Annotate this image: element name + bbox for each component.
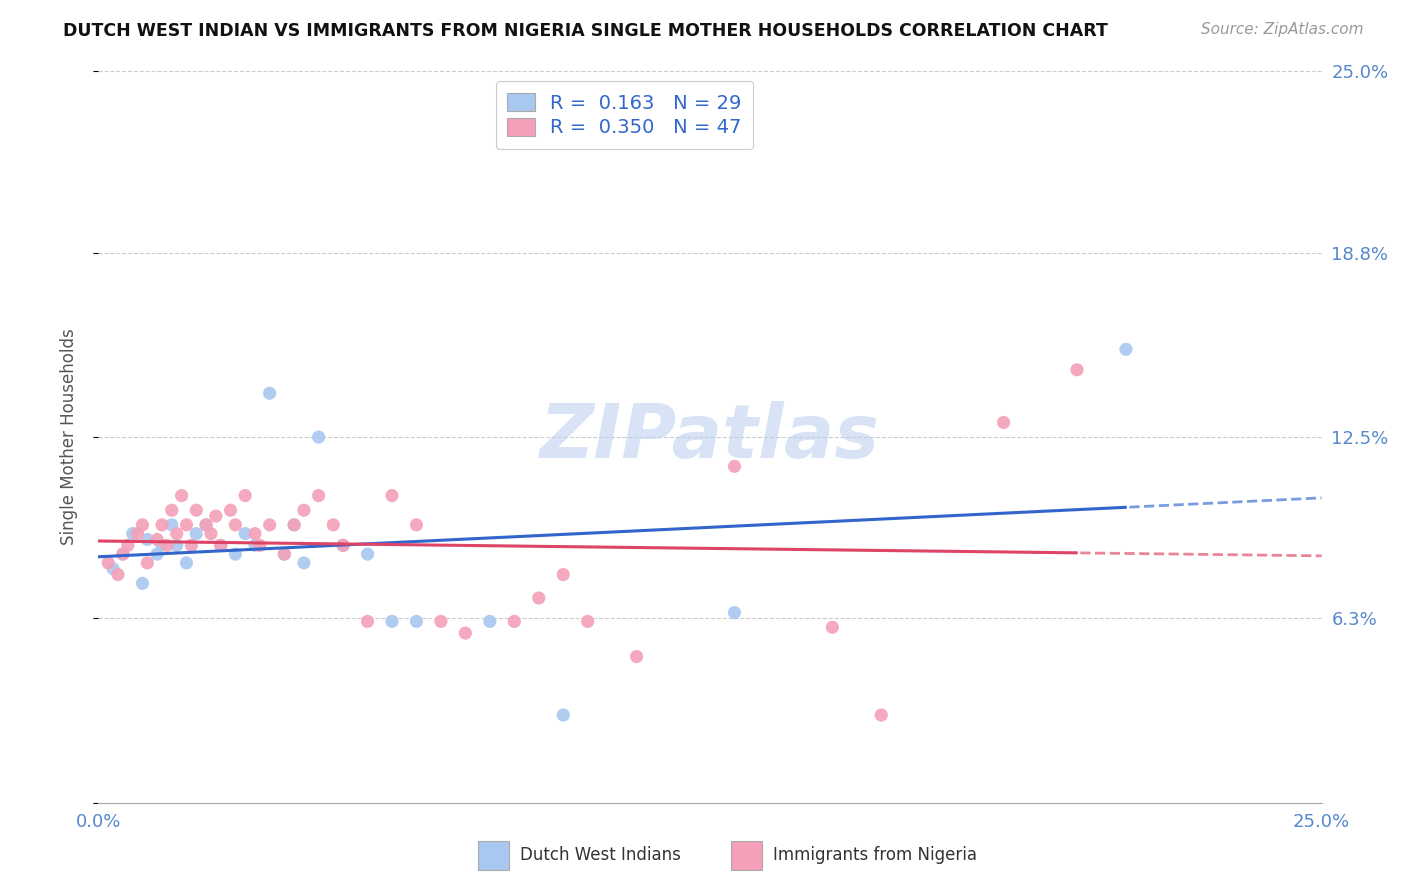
Point — [283, 517, 305, 532]
Point — [146, 533, 169, 547]
Point — [101, 562, 124, 576]
Point — [166, 538, 188, 552]
Point — [160, 517, 183, 532]
Point — [205, 509, 228, 524]
Point — [322, 517, 344, 532]
Point — [219, 503, 242, 517]
Point — [553, 708, 575, 723]
Point — [283, 517, 305, 532]
Point — [405, 517, 427, 532]
Point — [195, 517, 218, 532]
Point — [136, 556, 159, 570]
Point — [150, 517, 173, 532]
Point — [176, 556, 198, 570]
Point — [821, 620, 844, 634]
Point — [97, 556, 120, 570]
Point — [224, 517, 246, 532]
Point — [1066, 363, 1088, 377]
Point — [156, 538, 179, 552]
Point — [166, 526, 188, 541]
Point — [292, 556, 315, 570]
Point — [127, 526, 149, 541]
Point — [160, 503, 183, 517]
Point — [259, 386, 281, 401]
Point — [186, 526, 208, 541]
Point — [576, 615, 599, 629]
Point — [723, 459, 745, 474]
Point — [150, 538, 173, 552]
Point — [243, 526, 266, 541]
Point — [136, 533, 159, 547]
Point — [503, 615, 526, 629]
Point — [356, 615, 378, 629]
Point — [993, 416, 1015, 430]
Point — [454, 626, 477, 640]
Point — [273, 547, 295, 561]
Point — [723, 606, 745, 620]
Point — [111, 547, 134, 561]
Point — [870, 708, 893, 723]
Point — [553, 567, 575, 582]
Point — [332, 538, 354, 552]
Text: Immigrants from Nigeria: Immigrants from Nigeria — [773, 847, 977, 864]
Point — [117, 538, 139, 552]
Point — [233, 526, 256, 541]
Point — [146, 547, 169, 561]
Point — [273, 547, 295, 561]
Point — [176, 517, 198, 532]
Point — [180, 538, 202, 552]
Point — [259, 517, 281, 532]
Point — [332, 538, 354, 552]
Point — [381, 489, 404, 503]
Point — [527, 591, 550, 605]
Text: ZIPatlas: ZIPatlas — [540, 401, 880, 474]
Point — [308, 430, 330, 444]
Point — [381, 615, 404, 629]
Point — [224, 547, 246, 561]
Point — [292, 503, 315, 517]
Point — [131, 517, 153, 532]
Point — [195, 517, 218, 532]
Point — [186, 503, 208, 517]
Point — [107, 567, 129, 582]
Point — [405, 615, 427, 629]
Y-axis label: Single Mother Households: Single Mother Households — [59, 329, 77, 545]
Point — [626, 649, 648, 664]
Legend: R =  0.163   N = 29, R =  0.350   N = 47: R = 0.163 N = 29, R = 0.350 N = 47 — [496, 81, 754, 149]
Point — [1115, 343, 1137, 357]
Point — [243, 538, 266, 552]
Point — [200, 526, 222, 541]
Text: DUTCH WEST INDIAN VS IMMIGRANTS FROM NIGERIA SINGLE MOTHER HOUSEHOLDS CORRELATIO: DUTCH WEST INDIAN VS IMMIGRANTS FROM NIG… — [63, 22, 1108, 40]
Point — [131, 576, 153, 591]
Point — [233, 489, 256, 503]
Point — [111, 547, 134, 561]
Text: Source: ZipAtlas.com: Source: ZipAtlas.com — [1201, 22, 1364, 37]
Point — [430, 615, 453, 629]
Point — [478, 615, 501, 629]
Point — [308, 489, 330, 503]
Point — [209, 538, 232, 552]
Text: Dutch West Indians: Dutch West Indians — [520, 847, 681, 864]
Point — [121, 526, 143, 541]
Point — [356, 547, 378, 561]
Point — [249, 538, 271, 552]
Point — [170, 489, 193, 503]
Point — [209, 538, 232, 552]
